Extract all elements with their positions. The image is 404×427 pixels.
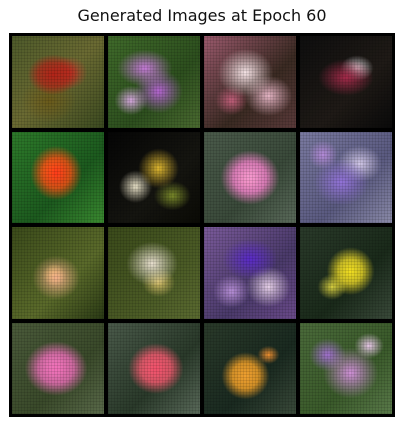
generated-image-r1c3 <box>204 36 296 128</box>
generated-image-r3c4 <box>300 227 392 319</box>
generated-image-r2c3 <box>204 131 296 223</box>
generated-image-r4c2 <box>108 322 200 414</box>
generated-image-r3c2 <box>108 227 200 319</box>
generated-image-r2c4 <box>300 131 392 223</box>
generated-image-r4c3 <box>204 322 296 414</box>
generated-image-r3c3 <box>204 227 296 319</box>
figure-title: Generated Images at Epoch 60 <box>77 6 327 25</box>
generated-image-r4c4 <box>300 322 392 414</box>
generated-image-r1c2 <box>108 36 200 128</box>
generated-image-r2c1 <box>12 131 104 223</box>
generated-image-r3c1 <box>12 227 104 319</box>
generated-image-r1c1 <box>12 36 104 128</box>
generated-image-r4c1 <box>12 322 104 414</box>
image-grid <box>9 33 395 417</box>
generated-image-r2c2 <box>108 131 200 223</box>
generated-image-r1c4 <box>300 36 392 128</box>
